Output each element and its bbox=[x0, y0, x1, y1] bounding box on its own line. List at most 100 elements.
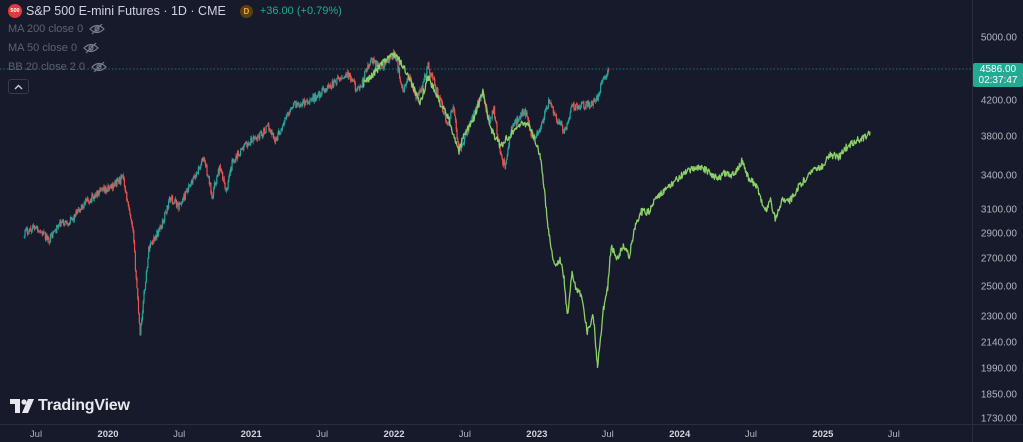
candle-body bbox=[356, 89, 358, 92]
candle-body bbox=[469, 121, 471, 124]
candle-body bbox=[242, 148, 244, 150]
candle-body bbox=[445, 120, 448, 123]
candle-body bbox=[213, 182, 216, 189]
candle-body bbox=[332, 81, 334, 87]
collapse-legend-button[interactable] bbox=[8, 79, 29, 94]
candle-body bbox=[211, 192, 213, 195]
candle-body bbox=[536, 132, 538, 136]
candle-body bbox=[76, 210, 79, 215]
candle-body bbox=[344, 76, 346, 78]
candle-body bbox=[88, 201, 90, 204]
candle-body bbox=[591, 101, 594, 106]
candle-body bbox=[54, 230, 56, 231]
candle-body bbox=[229, 172, 231, 177]
candle-body bbox=[513, 122, 516, 125]
candle-body bbox=[438, 95, 440, 97]
eye-crossed-icon[interactable] bbox=[89, 23, 106, 35]
candle-body bbox=[39, 231, 41, 233]
candle-body bbox=[452, 106, 454, 113]
candle-body bbox=[123, 178, 125, 180]
indicator-bb20[interactable]: BB 20 close 2 0 bbox=[8, 57, 342, 76]
candle-body bbox=[390, 55, 392, 58]
price-chart[interactable] bbox=[0, 0, 972, 424]
candle-body bbox=[534, 136, 536, 139]
candle-body bbox=[518, 118, 520, 120]
candle-body bbox=[199, 166, 201, 169]
candle-body bbox=[323, 87, 325, 90]
candle-body bbox=[505, 159, 507, 164]
candle-body bbox=[167, 205, 169, 209]
candle-body bbox=[81, 204, 83, 209]
delayed-data-badge[interactable]: D bbox=[239, 4, 253, 18]
candle-body bbox=[28, 229, 30, 235]
candle-body bbox=[450, 110, 453, 113]
candle-body bbox=[89, 199, 91, 203]
candle-body bbox=[181, 201, 183, 203]
symbol-title[interactable]: S&P 500 E-mini Futures · 1D · CME bbox=[26, 4, 226, 18]
time-axis[interactable]: Jul 2020 Jul 2021 Jul 2022 Jul 2023 Jul 2024 Jul 20… bbox=[0, 424, 972, 442]
candle-body bbox=[531, 134, 533, 136]
candle-body bbox=[84, 202, 86, 204]
candle-body bbox=[103, 187, 106, 192]
candle-body bbox=[38, 231, 40, 233]
candle-body bbox=[446, 122, 448, 124]
candle-body bbox=[599, 92, 601, 94]
candle-body bbox=[555, 114, 557, 116]
candle-body bbox=[96, 190, 99, 197]
candle-body bbox=[545, 107, 547, 110]
candle-body bbox=[403, 90, 405, 92]
candle-body bbox=[265, 125, 267, 134]
candle-body bbox=[197, 172, 199, 174]
candle-body bbox=[341, 77, 343, 79]
candle-body bbox=[146, 268, 148, 272]
candle-body bbox=[364, 71, 366, 78]
price-tick-label: 5000.00 bbox=[980, 32, 1017, 44]
candle-body bbox=[126, 192, 128, 201]
candle-body bbox=[543, 118, 545, 122]
candle-body bbox=[358, 87, 360, 89]
month-tick-label: Jul bbox=[173, 429, 186, 440]
tradingview-logo[interactable]: TradingView bbox=[10, 397, 130, 415]
candle-body bbox=[574, 109, 576, 111]
candle-body bbox=[370, 58, 372, 63]
candle-body bbox=[501, 155, 503, 159]
eye-crossed-icon[interactable] bbox=[91, 61, 107, 73]
candle-body bbox=[260, 131, 262, 133]
symbol-title-row[interactable]: 500 S&P 500 E-mini Futures · 1D · CME D … bbox=[8, 3, 342, 19]
candle-body bbox=[339, 78, 341, 80]
candle-body bbox=[430, 73, 432, 76]
candle-body bbox=[48, 238, 50, 243]
candle-body bbox=[67, 224, 69, 226]
candle-body bbox=[342, 77, 344, 79]
candle-body bbox=[520, 112, 522, 119]
candle-body bbox=[51, 233, 53, 238]
candle-body bbox=[126, 200, 129, 202]
candle-body bbox=[514, 119, 516, 123]
candle-body bbox=[382, 66, 385, 69]
candle-body bbox=[188, 185, 190, 191]
candle-body bbox=[215, 184, 217, 186]
candle-body bbox=[471, 116, 473, 122]
candle-body bbox=[160, 225, 162, 229]
candle-body bbox=[552, 106, 554, 114]
candle-body bbox=[492, 110, 494, 114]
candle-body bbox=[183, 194, 185, 199]
candle-body bbox=[463, 138, 466, 144]
indicator-ma50[interactable]: MA 50 close 0 bbox=[8, 38, 342, 57]
candle-body bbox=[540, 122, 543, 127]
candle-body bbox=[511, 126, 513, 128]
candle-body bbox=[513, 123, 515, 125]
price-axis[interactable]: 5000.00 4200.00 3800.00 3400.00 3100.00 2900.… bbox=[972, 0, 1023, 425]
candle-body bbox=[601, 80, 603, 83]
candle-body bbox=[404, 85, 406, 91]
eye-crossed-icon[interactable] bbox=[83, 42, 99, 54]
candle-body bbox=[351, 78, 353, 82]
candle-body bbox=[571, 105, 573, 108]
candle-body bbox=[528, 121, 531, 127]
candle-body bbox=[499, 146, 501, 152]
candle-body bbox=[106, 190, 108, 193]
indicator-ma200[interactable]: MA 200 close 0 bbox=[8, 19, 342, 38]
candle-body bbox=[251, 138, 253, 142]
candle-body bbox=[306, 101, 308, 102]
candle-body bbox=[523, 114, 525, 116]
